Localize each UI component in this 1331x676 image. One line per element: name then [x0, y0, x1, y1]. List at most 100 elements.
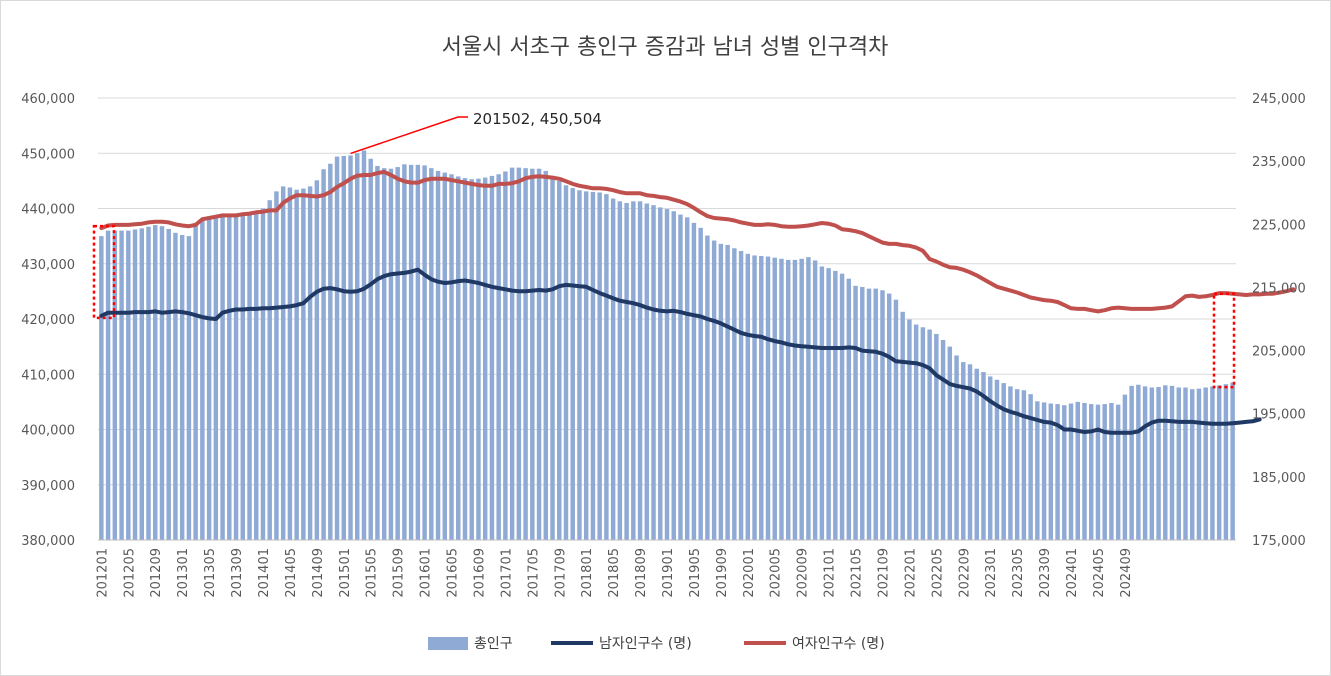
total-population-bar: [644, 203, 650, 540]
total-population-bar: [496, 174, 501, 540]
x-axis-tick-label: 201209: [149, 548, 164, 598]
right-y-axis: 175,000 185,000 195,000 205,000 215,000 225,0…: [1252, 92, 1306, 549]
total-population-bar: [523, 168, 528, 541]
total-population-bar: [476, 178, 481, 541]
total-population-bar: [321, 169, 326, 540]
total-population-bar: [893, 299, 899, 540]
right-axis-tick-label: 215,000: [1252, 281, 1306, 296]
total-population-bar: [1129, 385, 1134, 540]
total-population-bar: [200, 220, 205, 541]
left-axis-tick-label: 430,000: [21, 258, 75, 273]
total-population-bar: [469, 179, 474, 540]
total-population-bar: [940, 339, 946, 540]
total-population-bar: [456, 176, 461, 540]
total-population-bar: [1190, 389, 1195, 540]
total-population-bar: [422, 165, 427, 540]
total-population-bar: [913, 324, 919, 540]
x-axis-tick-label: 201501: [338, 548, 353, 598]
annotation-label: 201502, 450,504: [473, 110, 602, 128]
total-population-bar: [826, 268, 831, 540]
total-population-bar: [503, 171, 508, 541]
total-population-bar: [563, 185, 569, 541]
total-population-bar: [1001, 383, 1006, 540]
total-population-bar: [1203, 387, 1208, 540]
highlight-boxes: [92, 224, 1236, 389]
right-axis-tick-label: 245,000: [1252, 92, 1306, 107]
x-axis-tick-label: 202409: [1119, 548, 1134, 598]
total-population-bar: [301, 188, 306, 541]
total-population-bar: [698, 227, 703, 540]
x-axis-tick-label: 201801: [580, 548, 595, 598]
total-population-bar: [462, 178, 468, 541]
x-axis-tick-label: 201305: [203, 548, 218, 598]
total-population-bar: [402, 164, 407, 541]
total-population-bar: [604, 194, 609, 540]
x-axis-tick-label: 202209: [957, 548, 972, 598]
total-population-bar: [658, 207, 663, 540]
total-population-bar: [785, 259, 791, 540]
right-axis-tick-label: 195,000: [1252, 408, 1306, 423]
total-population-bar: [112, 230, 118, 540]
legend: 총인구 남자인구수 (명) 여자인구수 (명): [428, 636, 885, 652]
right-axis-tick-label: 225,000: [1252, 218, 1306, 233]
total-population-bar: [866, 288, 872, 540]
total-population-bar: [247, 212, 252, 540]
total-population-bar: [1062, 405, 1067, 540]
total-population-bar: [408, 164, 414, 541]
total-population-bar: [1102, 404, 1107, 540]
x-axis-tick-label: 201605: [446, 548, 461, 598]
total-population-bar: [725, 244, 730, 540]
total-population-bar: [341, 156, 347, 540]
total-population-bar: [442, 172, 448, 540]
total-population-bar: [1136, 384, 1141, 540]
total-population-bar: [779, 258, 784, 540]
total-population-bar: [1014, 389, 1020, 540]
end-gap-highlight-box: [1212, 292, 1236, 389]
total-population-bar: [146, 226, 151, 541]
total-population-bar: [987, 376, 993, 540]
total-population-bar: [732, 248, 737, 540]
right-axis-tick-label: 185,000: [1252, 471, 1306, 486]
x-axis-tick-label: 202301: [984, 548, 999, 598]
total-population-bar: [873, 288, 878, 540]
x-axis-tick-label: 201601: [419, 548, 434, 598]
total-population-bar: [1196, 388, 1202, 540]
x-axis-tick-label: 201805: [607, 548, 622, 598]
total-population-bar: [718, 243, 724, 541]
total-population-bar: [900, 311, 905, 540]
total-population-bar: [1156, 386, 1161, 540]
total-population-bar: [812, 260, 818, 540]
total-population-bar: [752, 255, 757, 540]
total-population-bar: [314, 180, 320, 540]
x-axis-tick-label: 201901: [661, 548, 676, 598]
total-population-bar: [772, 257, 777, 540]
x-axis-tick-label: 202105: [850, 548, 865, 598]
total-population-bar: [617, 201, 623, 540]
x-axis-tick-label: 201809: [634, 548, 649, 598]
legend-label-total: 총인구: [474, 636, 513, 652]
total-population-bar: [765, 256, 771, 540]
total-population-bar: [1008, 386, 1013, 540]
total-population-bar: [738, 251, 744, 541]
total-population-bar: [227, 215, 232, 540]
total-population-bar: [126, 230, 131, 540]
left-axis-tick-label: 440,000: [21, 203, 75, 218]
x-axis-tick-label: 201201: [95, 548, 110, 598]
total-population-bar: [213, 217, 219, 540]
x-axis-tick-label: 201205: [122, 548, 137, 598]
total-population-bar: [375, 165, 380, 540]
x-axis-tick-label: 202401: [1065, 548, 1080, 598]
left-y-axis: 380,000 390,000 400,000 410,000 420,000 430,0…: [21, 92, 75, 549]
total-population-bar: [577, 190, 582, 540]
total-population-bar: [1149, 387, 1155, 540]
total-population-bar: [429, 168, 434, 541]
total-population-bar: [806, 257, 811, 540]
total-population-bar: [671, 211, 676, 540]
annotation-leader-line: [350, 116, 468, 155]
x-axis-tick-label: 202001: [742, 548, 757, 598]
total-population-bar: [954, 355, 959, 540]
total-population-bar: [705, 235, 710, 540]
male-population-line: [99, 267, 1262, 435]
total-population-bar: [853, 285, 858, 540]
total-population-bar: [833, 270, 838, 540]
